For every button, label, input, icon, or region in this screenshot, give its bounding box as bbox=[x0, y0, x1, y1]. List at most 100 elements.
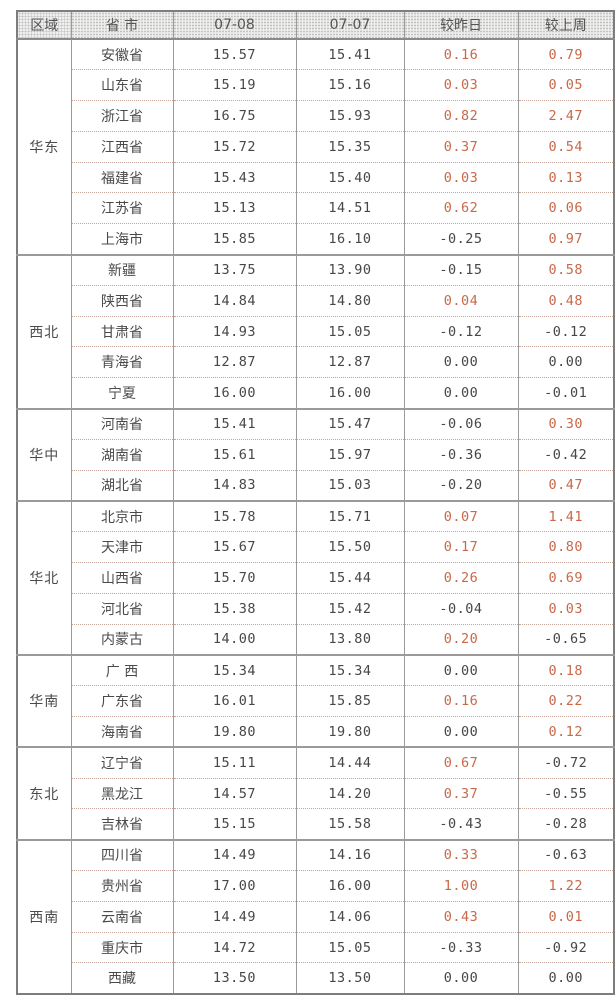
table-row: 湖南省 15.61 15.97 -0.36 -0.42 bbox=[17, 438, 614, 471]
change-vs-lastweek-cell: 0.79 bbox=[517, 39, 614, 70]
change-vs-lastweek-cell: 0.06 bbox=[517, 192, 614, 224]
region-cell: 华中 bbox=[16, 407, 71, 501]
price-previous-cell: 15.34 bbox=[295, 653, 404, 686]
change-vs-yesterday-cell: 0.03 bbox=[403, 161, 518, 193]
price-current-cell: 14.83 bbox=[172, 469, 296, 501]
change-vs-lastweek-cell: 0.47 bbox=[517, 469, 614, 501]
price-previous-cell: 14.06 bbox=[295, 900, 404, 933]
change-vs-lastweek-cell: 0.12 bbox=[517, 716, 614, 748]
price-current-cell: 15.72 bbox=[172, 130, 296, 163]
price-previous-cell: 13.90 bbox=[295, 253, 404, 286]
price-current-cell: 14.93 bbox=[172, 315, 296, 347]
change-vs-lastweek-cell: -0.42 bbox=[517, 438, 614, 471]
price-previous-cell: 15.05 bbox=[295, 931, 404, 963]
change-vs-yesterday-cell: 1.00 bbox=[403, 870, 518, 902]
province-cell: 宁夏 bbox=[70, 377, 173, 409]
price-current-cell: 15.34 bbox=[172, 653, 296, 686]
table-row: 湖北省 14.83 15.03 -0.20 0.47 bbox=[17, 469, 614, 501]
price-previous-cell: 15.50 bbox=[295, 531, 404, 563]
price-current-cell: 14.49 bbox=[172, 900, 296, 933]
change-vs-lastweek-cell: 1.22 bbox=[517, 870, 614, 902]
price-current-cell: 16.75 bbox=[172, 100, 296, 132]
price-current-cell: 13.50 bbox=[172, 962, 296, 994]
price-current-cell: 19.80 bbox=[172, 716, 296, 748]
price-previous-cell: 16.00 bbox=[295, 377, 404, 409]
region-cell: 西北 bbox=[16, 253, 71, 409]
region-cell: 华北 bbox=[16, 499, 71, 655]
change-vs-yesterday-cell: 0.16 bbox=[403, 39, 518, 70]
table-row: 青海省 12.87 12.87 0.00 0.00 bbox=[17, 346, 614, 378]
change-vs-lastweek-cell: 0.97 bbox=[517, 223, 614, 255]
price-current-cell: 14.57 bbox=[172, 777, 296, 809]
change-vs-lastweek-cell: 0.58 bbox=[517, 253, 614, 286]
price-current-cell: 15.19 bbox=[172, 69, 296, 101]
price-previous-cell: 15.47 bbox=[295, 407, 404, 440]
table-row: 西北 新疆 13.75 13.90 -0.15 0.58 bbox=[16, 253, 614, 409]
region-cell: 华南 bbox=[16, 653, 71, 748]
price-previous-cell: 16.00 bbox=[295, 870, 404, 902]
price-previous-cell: 14.16 bbox=[295, 838, 404, 871]
province-cell: 海南省 bbox=[70, 716, 173, 748]
table-row: 西藏 13.50 13.50 0.00 0.00 bbox=[17, 962, 614, 994]
change-vs-yesterday-cell: -0.33 bbox=[403, 931, 518, 963]
change-vs-lastweek-cell: 0.01 bbox=[517, 900, 614, 933]
header-region: 区域 bbox=[16, 11, 71, 40]
change-vs-lastweek-cell: 0.05 bbox=[517, 69, 614, 101]
change-vs-lastweek-cell: 0.03 bbox=[517, 592, 614, 625]
table-row: 华南广 西 15.34 15.34 0.00 0.18 bbox=[16, 653, 614, 748]
price-previous-cell: 15.03 bbox=[295, 469, 404, 501]
price-current-cell: 12.87 bbox=[172, 346, 296, 378]
table-row: 天津市 15.67 15.50 0.17 0.80 bbox=[17, 531, 614, 563]
table-row: 山西省 15.70 15.44 0.26 0.69 bbox=[17, 562, 614, 594]
change-vs-lastweek-cell: 0.69 bbox=[517, 562, 614, 594]
province-cell: 北京市 bbox=[70, 499, 173, 532]
change-vs-yesterday-cell: 0.04 bbox=[403, 284, 518, 317]
table-row: 华东 安徽省 15.57 15.41 0.16 0.79 bbox=[16, 39, 614, 255]
price-previous-cell: 15.05 bbox=[295, 315, 404, 347]
change-vs-yesterday-cell: 0.37 bbox=[403, 130, 518, 163]
change-vs-lastweek-cell: -0.55 bbox=[517, 777, 614, 809]
change-vs-yesterday-cell: 0.20 bbox=[403, 623, 518, 655]
table-row: 宁夏 16.00 16.00 0.00 -0.01 bbox=[17, 377, 614, 409]
price-current-cell: 14.84 bbox=[172, 284, 296, 317]
header-date-previous: 07-07 bbox=[295, 11, 404, 40]
price-previous-cell: 15.35 bbox=[295, 130, 404, 163]
province-cell: 湖南省 bbox=[70, 438, 173, 471]
province-cell: 天津市 bbox=[70, 531, 173, 563]
change-vs-yesterday-cell: 0.00 bbox=[403, 377, 518, 409]
table-row: 上海市 15.85 16.10 -0.25 0.97 bbox=[17, 223, 614, 255]
change-vs-yesterday-cell: -0.25 bbox=[403, 223, 518, 255]
price-previous-cell: 16.10 bbox=[295, 223, 404, 255]
price-current-cell: 16.01 bbox=[172, 685, 296, 717]
table-row: 甘肃省 14.93 15.05 -0.12 -0.12 bbox=[17, 315, 614, 347]
change-vs-yesterday-cell: -0.12 bbox=[403, 315, 518, 347]
change-vs-lastweek-cell: 0.00 bbox=[517, 962, 614, 994]
province-cell: 青海省 bbox=[70, 346, 173, 378]
province-cell: 安徽省 bbox=[70, 39, 173, 70]
province-cell: 湖北省 bbox=[70, 469, 173, 501]
change-vs-lastweek-cell: -0.01 bbox=[517, 377, 614, 409]
table-row: 广东省 16.01 15.85 0.16 0.22 bbox=[17, 685, 614, 717]
table-row: 贵州省 17.00 16.00 1.00 1.22 bbox=[17, 870, 614, 902]
regional-price-table: 区域 省 市 07-08 07-07 较昨日 较上周 华东 安徽省 15.57 15.… bbox=[16, 10, 615, 995]
province-cell: 辽宁省 bbox=[70, 746, 173, 779]
change-vs-lastweek-cell: -0.72 bbox=[517, 746, 614, 779]
province-cell: 西藏 bbox=[70, 962, 173, 994]
change-vs-lastweek-cell: 0.54 bbox=[517, 130, 614, 163]
table-row: 西南 四川省 14.49 14.16 0.33 -0.63 bbox=[16, 838, 614, 994]
header-change-vs-lastweek: 较上周 bbox=[517, 11, 614, 40]
price-current-cell: 15.11 bbox=[172, 746, 296, 779]
change-vs-yesterday-cell: 0.33 bbox=[403, 838, 518, 871]
table-row: 海南省 19.80 19.80 0.00 0.12 bbox=[17, 716, 614, 748]
province-cell: 浙江省 bbox=[70, 100, 173, 132]
price-previous-cell: 14.44 bbox=[295, 746, 404, 779]
change-vs-yesterday-cell: 0.16 bbox=[403, 685, 518, 717]
change-vs-yesterday-cell: 0.37 bbox=[403, 777, 518, 809]
table-row: 东北 辽宁省 15.11 14.44 0.67 -0.72 bbox=[16, 746, 614, 840]
province-cell: 江苏省 bbox=[70, 192, 173, 224]
price-previous-cell: 15.42 bbox=[295, 592, 404, 625]
table-row: 重庆市 14.72 15.05 -0.33 -0.92 bbox=[17, 931, 614, 963]
change-vs-yesterday-cell: -0.15 bbox=[403, 253, 518, 286]
table-row: 浙江省 16.75 15.93 0.82 2.47 bbox=[17, 100, 614, 132]
price-previous-cell: 15.97 bbox=[295, 438, 404, 471]
